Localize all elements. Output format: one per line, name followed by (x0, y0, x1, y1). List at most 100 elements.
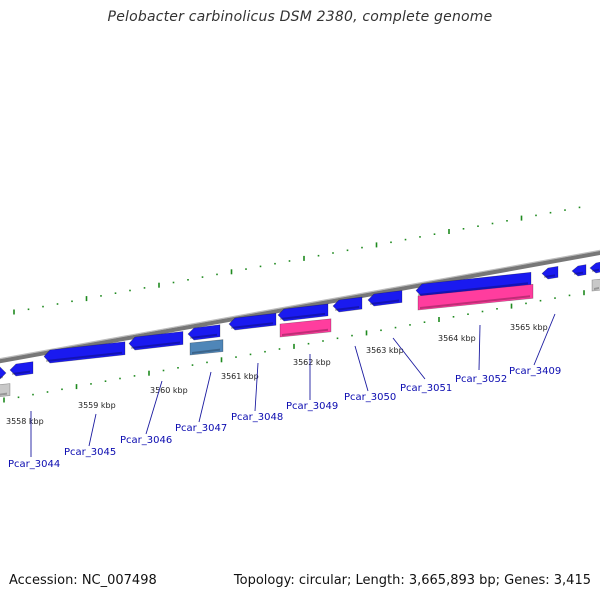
outer-tick (491, 222, 494, 225)
inner-tick (133, 375, 136, 377)
gene-forward[interactable] (571, 264, 587, 277)
inner-tick (46, 391, 49, 393)
outer-tick (216, 273, 218, 276)
gene-partial-shade (594, 286, 599, 290)
gene-forward[interactable] (187, 324, 221, 341)
gene-reverse-shade (192, 348, 220, 354)
gene-forward[interactable] (589, 261, 600, 274)
gene-partial[interactable] (0, 383, 11, 397)
inner-tick (452, 316, 455, 318)
inner-tick (3, 397, 5, 403)
gene-reverse[interactable] (417, 283, 534, 311)
outer-tick (535, 214, 537, 217)
gene-forward[interactable] (332, 296, 363, 313)
kbp-label: 3565 kbp (510, 323, 548, 332)
gene-label[interactable]: Pcar_3045 (64, 447, 116, 458)
inner-tick (394, 326, 397, 329)
gene-forward-shade (592, 268, 599, 272)
gene-forward-shade (46, 351, 122, 362)
gene-partial-shade (0, 392, 7, 396)
gene-label-leader (478, 324, 481, 371)
gene-forward-shade (231, 322, 273, 329)
gene-forward[interactable] (9, 361, 34, 377)
gene-forward-shade (190, 333, 217, 339)
gene-forward[interactable] (43, 341, 126, 364)
gene-forward[interactable] (277, 303, 329, 322)
gene-label[interactable]: Pcar_3047 (175, 423, 227, 434)
inner-tick (90, 383, 92, 385)
gene-label-leader (392, 337, 426, 380)
genome-backbone (0, 249, 600, 364)
inner-tick (75, 384, 78, 390)
gene-forward-shade (418, 282, 528, 296)
inner-tick (264, 350, 266, 353)
gene-reverse[interactable] (189, 339, 224, 356)
outer-tick (288, 260, 291, 262)
outer-tick (317, 254, 320, 257)
outer-tick (143, 287, 146, 289)
outer-tick (448, 229, 450, 234)
gene-label[interactable]: Pcar_3409 (509, 366, 561, 377)
gene-label[interactable]: Pcar_3050 (344, 392, 396, 403)
gene-forward-shade (370, 299, 399, 305)
gene-forward[interactable] (228, 312, 277, 331)
inner-tick (61, 388, 63, 391)
gene-forward[interactable] (541, 266, 559, 280)
outer-tick (13, 309, 15, 315)
gene-forward-shade (280, 312, 325, 320)
outer-tick (332, 252, 334, 254)
gene-forward-shade (12, 370, 30, 375)
inner-tick (554, 297, 556, 299)
inner-tick (539, 299, 542, 302)
outer-tick (433, 233, 436, 235)
kbp-label: 3563 kbp (366, 346, 404, 355)
outer-tick (114, 292, 117, 294)
inner-tick (525, 302, 527, 305)
outer-tick (100, 295, 102, 297)
outer-tick (404, 238, 407, 241)
inner-tick (409, 324, 411, 326)
outer-tick (187, 279, 189, 281)
inner-tick (568, 294, 571, 297)
gene-reverse[interactable] (279, 318, 332, 338)
gene-label[interactable]: Pcar_3051 (400, 383, 452, 394)
gene-label-leader (533, 313, 556, 366)
inner-tick (496, 308, 498, 310)
gene-forward[interactable] (128, 331, 184, 351)
outer-tick (477, 225, 479, 227)
inner-tick (148, 370, 150, 376)
inner-tick (162, 369, 165, 372)
inner-tick (351, 334, 353, 337)
gene-label[interactable]: Pcar_3048 (231, 412, 283, 423)
gene-forward[interactable] (367, 290, 403, 307)
gene-label[interactable]: Pcar_3046 (120, 435, 172, 446)
outer-tick (375, 242, 378, 248)
outer-tick (390, 241, 392, 244)
inner-tick (220, 357, 223, 363)
outer-tick (303, 255, 305, 261)
outer-tick (578, 206, 581, 209)
gene-forward[interactable] (0, 366, 7, 380)
outer-tick (274, 262, 276, 265)
kbp-label: 3560 kbp (150, 386, 188, 395)
backbone-highlight (0, 249, 600, 360)
inner-tick (235, 356, 237, 358)
outer-tick (245, 268, 247, 270)
gene-label-leader (145, 380, 163, 435)
genome-stats-text: Topology: circular; Length: 3,665,893 bp… (233, 573, 591, 588)
inner-tick (423, 321, 426, 323)
kbp-label: 3562 kbp (293, 358, 331, 367)
outer-tick (201, 276, 204, 278)
gene-label[interactable]: Pcar_3052 (455, 374, 507, 385)
gene-label[interactable]: Pcar_3044 (8, 459, 60, 470)
gene-partial[interactable] (591, 278, 600, 292)
gene-forward-shade (574, 271, 583, 275)
inner-tick-ruler (3, 290, 585, 403)
gene-label[interactable]: Pcar_3049 (286, 401, 338, 412)
backbone-line (0, 250, 600, 364)
gene-label-leader (354, 345, 369, 392)
outer-tick (172, 281, 175, 284)
inner-tick (278, 348, 281, 350)
